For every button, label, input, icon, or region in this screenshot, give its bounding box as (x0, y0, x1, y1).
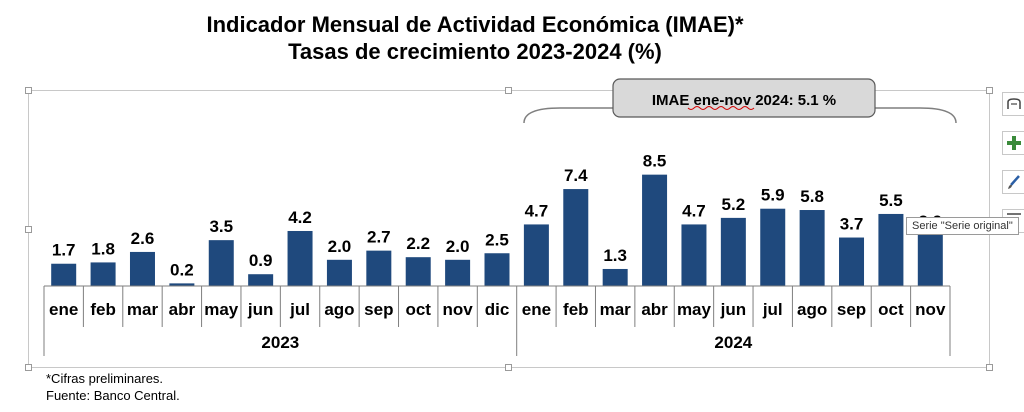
category-label: may (677, 300, 712, 319)
category-label: jul (762, 300, 783, 319)
data-label: 1.7 (52, 241, 76, 260)
category-label: mar (127, 300, 159, 319)
category-label: oct (405, 300, 431, 319)
chart-styles-icon (1007, 98, 1021, 109)
data-label: 3.5 (209, 217, 233, 236)
category-label: feb (563, 300, 589, 319)
group-label: 2023 (261, 333, 299, 352)
chart-elements-button[interactable] (1002, 131, 1024, 155)
plus-icon (1007, 136, 1021, 150)
category-label: jun (247, 300, 274, 319)
bar[interactable] (681, 224, 707, 286)
bar[interactable] (326, 259, 352, 286)
brush-icon (1008, 175, 1020, 189)
bar[interactable] (169, 283, 195, 286)
data-label: 8.5 (643, 152, 667, 171)
category-label: ago (324, 300, 354, 319)
bar[interactable] (720, 217, 746, 286)
data-label: 5.5 (879, 191, 903, 210)
category-label: mar (600, 300, 632, 319)
category-label: may (204, 300, 239, 319)
category-label: sep (364, 300, 393, 319)
data-label: 2.0 (328, 237, 352, 256)
footnote-source: Fuente: Banco Central. (46, 388, 180, 403)
data-label: 5.8 (800, 187, 824, 206)
footnote-preliminary: *Cifras preliminares. (46, 371, 164, 386)
bar[interactable] (799, 210, 825, 286)
bar[interactable] (563, 189, 589, 286)
category-label: ene (49, 300, 78, 319)
resize-handle-left[interactable] (25, 226, 32, 233)
data-label: 7.4 (564, 166, 588, 185)
category-label: oct (878, 300, 904, 319)
chart-title: Indicador Mensual de Actividad Económica… (206, 12, 744, 37)
chart-styles-button[interactable] (1002, 92, 1024, 116)
bar[interactable] (839, 237, 865, 286)
bar[interactable] (129, 251, 155, 286)
category-label: sep (837, 300, 866, 319)
bar[interactable] (602, 268, 628, 286)
annotation-label: IMAE ene-nov 2024: 5.1 % (652, 92, 836, 109)
bar[interactable] (248, 274, 274, 286)
category-label: abr (169, 300, 196, 319)
annotation-box (612, 78, 876, 118)
data-label: 2.0 (446, 237, 470, 256)
chart-subtitle: Tasas de crecimiento 2023-2024 (%) (288, 39, 662, 64)
bar[interactable] (760, 208, 786, 286)
bar[interactable] (208, 240, 234, 286)
bar[interactable] (917, 234, 943, 286)
category-label: nov (915, 300, 946, 319)
category-label: dic (485, 300, 510, 319)
data-label: 4.7 (682, 201, 706, 220)
data-label: 4.7 (525, 201, 549, 220)
resize-handle-top[interactable] (505, 87, 512, 94)
data-label: 4.2 (288, 208, 312, 227)
chart-format-button[interactable] (1002, 170, 1024, 194)
spellcheck-underline (687, 106, 755, 110)
category-label: jun (720, 300, 747, 319)
bar[interactable] (51, 263, 77, 286)
series-tooltip: Serie "Serie original" (906, 217, 1019, 235)
category-label: abr (641, 300, 668, 319)
data-label: 5.9 (761, 186, 785, 205)
bar[interactable] (90, 262, 116, 286)
data-label: 1.8 (91, 239, 115, 258)
data-label: 0.9 (249, 251, 273, 270)
resize-handle-bottom-left[interactable] (25, 364, 32, 371)
resize-handle-bottom-right[interactable] (986, 364, 993, 371)
resize-handle-bottom[interactable] (505, 364, 512, 371)
filter-icon (1007, 213, 1021, 215)
data-label: 0.2 (170, 260, 194, 279)
group-label: 2024 (714, 333, 752, 352)
category-label: nov (442, 300, 473, 319)
bar[interactable] (523, 224, 549, 286)
data-label: 3.7 (840, 215, 864, 234)
data-label: 2.2 (406, 234, 430, 253)
bar[interactable] (445, 259, 471, 286)
bar[interactable] (287, 230, 313, 286)
category-label: ago (797, 300, 827, 319)
category-label: feb (90, 300, 116, 319)
data-label: 2.6 (131, 229, 155, 248)
bar[interactable] (484, 253, 510, 286)
bar[interactable] (878, 213, 904, 286)
data-label: 1.3 (603, 246, 627, 265)
data-label: 2.5 (485, 230, 509, 249)
data-label: 5.2 (722, 195, 746, 214)
bar[interactable] (366, 250, 392, 286)
resize-handle-top-right[interactable] (986, 87, 993, 94)
data-label: 2.7 (367, 228, 391, 247)
bar[interactable] (405, 257, 431, 286)
resize-handle-top-left[interactable] (25, 87, 32, 94)
category-label: ene (522, 300, 551, 319)
bar[interactable] (642, 174, 668, 286)
category-label: jul (289, 300, 310, 319)
